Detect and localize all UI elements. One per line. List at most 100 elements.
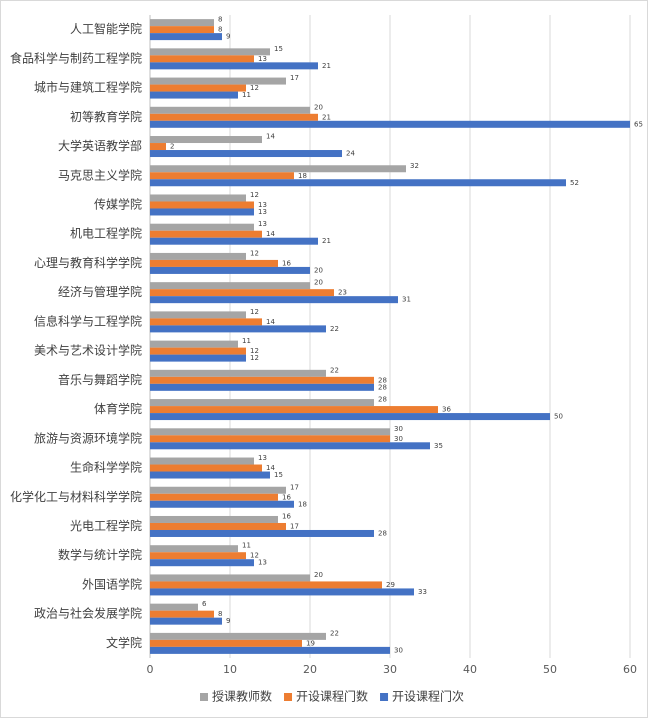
bar <box>150 230 262 238</box>
value-label: 30 <box>394 425 403 433</box>
value-label: 65 <box>634 120 643 128</box>
bar <box>150 413 550 421</box>
value-label: 18 <box>298 172 307 180</box>
value-label: 2 <box>170 143 174 151</box>
value-label: 13 <box>258 201 267 209</box>
value-label: 33 <box>418 588 427 596</box>
value-label: 8 <box>218 610 222 618</box>
value-label: 28 <box>378 529 387 537</box>
legend-label: 开设课程门数 <box>296 689 368 704</box>
value-label: 16 <box>282 259 291 267</box>
bar <box>150 442 430 450</box>
value-label: 8 <box>218 26 222 34</box>
bar <box>150 296 398 304</box>
y-tick-label: 马克思主义学院 <box>58 167 142 182</box>
value-label: 17 <box>290 483 299 491</box>
bar <box>150 19 214 27</box>
bar <box>150 464 262 472</box>
value-label: 20 <box>314 103 323 111</box>
bar <box>150 471 270 479</box>
value-label: 31 <box>402 296 411 304</box>
bar <box>150 639 302 647</box>
bar <box>150 237 318 245</box>
y-tick-label: 食品科学与制药工程学院 <box>10 50 142 65</box>
bar <box>150 399 374 407</box>
value-label: 14 <box>266 230 275 238</box>
bar <box>150 91 238 99</box>
value-label: 17 <box>290 74 299 82</box>
value-label: 13 <box>258 559 267 567</box>
bar <box>150 266 310 274</box>
y-tick-label: 美术与艺术设计学院 <box>34 343 142 358</box>
bar <box>150 106 310 114</box>
bar <box>150 559 254 567</box>
y-tick-label: 机电工程学院 <box>70 226 142 241</box>
bar <box>150 610 214 618</box>
bar <box>150 179 566 187</box>
value-label: 13 <box>258 208 267 216</box>
legend-swatch <box>200 693 208 701</box>
bar <box>150 574 310 582</box>
value-label: 28 <box>378 396 387 404</box>
x-tick-label: 60 <box>623 663 637 676</box>
y-tick-label: 经济与管理学院 <box>58 284 142 299</box>
value-label: 9 <box>226 617 230 625</box>
bar <box>150 588 414 596</box>
bar <box>150 500 294 508</box>
x-tick-label: 50 <box>543 663 557 676</box>
value-label: 13 <box>258 55 267 63</box>
value-label: 28 <box>378 376 387 384</box>
value-label: 14 <box>266 133 275 141</box>
bar <box>150 347 246 355</box>
value-label: 11 <box>242 542 251 550</box>
bar <box>150 529 374 537</box>
bar <box>150 486 286 494</box>
bar <box>150 259 278 267</box>
value-label: 24 <box>346 150 355 158</box>
value-label: 12 <box>250 552 259 560</box>
x-tick-label: 30 <box>383 663 397 676</box>
value-label: 20 <box>314 571 323 579</box>
value-label: 16 <box>282 512 291 520</box>
y-tick-label: 人工智能学院 <box>70 21 142 36</box>
bar <box>150 340 238 348</box>
value-label: 52 <box>570 179 579 187</box>
y-tick-label: 旅游与资源环境学院 <box>34 430 142 445</box>
y-tick-label: 外国语学院 <box>82 576 142 591</box>
value-label: 12 <box>250 191 259 199</box>
value-label: 21 <box>322 62 331 70</box>
y-tick-label: 传媒学院 <box>94 196 142 211</box>
bar <box>150 581 382 589</box>
y-tick-label: 初等教育学院 <box>70 109 142 124</box>
bar <box>150 428 390 436</box>
bar <box>150 208 254 216</box>
value-label: 18 <box>298 500 307 508</box>
value-label: 29 <box>386 581 395 589</box>
x-tick-label: 10 <box>223 663 237 676</box>
value-label: 8 <box>218 16 222 24</box>
bar <box>150 318 262 326</box>
labels: 0 10 20 30 40 50 60人工智能学院889食品科学与制药工程学院151321城… <box>10 16 643 704</box>
bar <box>150 143 166 151</box>
y-tick-label: 音乐与舞蹈学院 <box>58 372 142 387</box>
y-tick-label: 化学化工与材料科学学院 <box>10 489 142 504</box>
bar <box>150 617 222 625</box>
value-label: 50 <box>554 413 563 421</box>
value-label: 14 <box>266 464 275 472</box>
bar <box>150 632 326 640</box>
legend-label: 授课教师数 <box>212 689 272 704</box>
legend-swatch <box>380 693 389 701</box>
bars <box>150 19 630 654</box>
value-label: 12 <box>250 347 259 355</box>
bar <box>150 369 326 377</box>
bar <box>150 172 294 180</box>
bar <box>150 55 254 63</box>
bar <box>150 201 254 209</box>
value-label: 13 <box>258 454 267 462</box>
value-label: 14 <box>266 318 275 326</box>
y-tick-label: 数学与统计学院 <box>58 547 142 562</box>
value-label: 13 <box>258 220 267 228</box>
bar <box>150 48 270 56</box>
